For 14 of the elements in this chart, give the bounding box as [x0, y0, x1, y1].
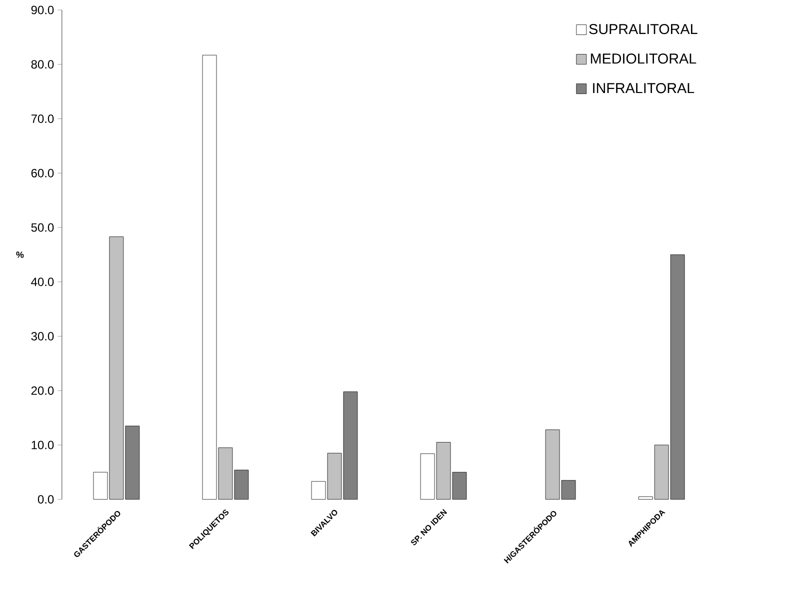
legend-label: MEDIOLITORAL [590, 53, 696, 64]
legend-label: INFRALITORAL [593, 82, 694, 94]
y-tick-label: 90.0 [31, 6, 54, 14]
legend-label: SUPRALITORAL [589, 24, 698, 34]
y-axis-title: % [16, 251, 24, 258]
y-tick-label: 20.0 [31, 386, 54, 395]
y-tick-label: 10.0 [32, 440, 54, 450]
y-tick-label: 80.0 [31, 60, 54, 68]
y-tick-label: 30.0 [31, 332, 54, 340]
y-tick-label: 70.0 [31, 114, 54, 123]
y-tick-label: 40.0 [31, 278, 54, 286]
y-tick-label: 60.0 [31, 168, 54, 178]
y-tick-label: 0.0 [38, 495, 54, 504]
y-tick-label: 50.0 [31, 223, 54, 232]
